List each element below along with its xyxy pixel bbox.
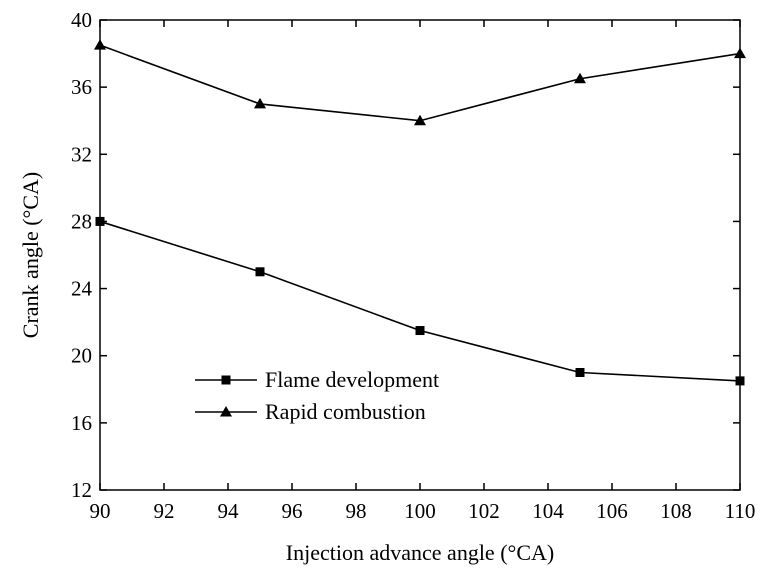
x-tick-label: 110 xyxy=(725,499,756,523)
y-tick-label: 24 xyxy=(71,277,93,301)
y-tick-label: 16 xyxy=(71,411,92,435)
y-tick-labels: 12 16 20 24 28 32 36 40 xyxy=(71,8,93,502)
x-tick-label: 106 xyxy=(596,499,628,523)
x-tick-label: 98 xyxy=(346,499,367,523)
data-point xyxy=(574,72,586,84)
x-axis-label: Injection advance angle (°CA) xyxy=(286,540,554,565)
x-tick-label: 104 xyxy=(532,499,564,523)
x-tick-label: 94 xyxy=(218,499,240,523)
data-point xyxy=(94,39,106,50)
y-tick-label: 32 xyxy=(71,142,92,166)
data-point xyxy=(254,97,266,109)
y-tick-label: 40 xyxy=(71,8,92,32)
legend-item: Flame development xyxy=(195,367,439,392)
axis-ticks xyxy=(99,19,741,491)
y-tick-label: 20 xyxy=(71,344,92,368)
x-tick-label: 102 xyxy=(468,499,500,523)
legend-item: Rapid combustion xyxy=(195,399,426,424)
data-point xyxy=(414,114,426,126)
series-square xyxy=(95,216,745,386)
series-layer xyxy=(94,39,746,386)
legend-marker xyxy=(221,375,231,385)
data-point xyxy=(255,267,265,277)
y-axis-label: Crank angle (°CA) xyxy=(18,172,43,338)
data-point xyxy=(95,216,105,226)
y-tick-label: 36 xyxy=(71,75,92,99)
series-line xyxy=(99,220,741,382)
y-tick-label: 28 xyxy=(71,209,92,233)
x-tick-label: 100 xyxy=(404,499,436,523)
data-point xyxy=(735,376,745,386)
legend: Flame development Rapid combustion xyxy=(195,367,439,424)
data-point xyxy=(415,326,425,336)
legend-label: Rapid combustion xyxy=(265,399,426,424)
data-point xyxy=(734,47,746,59)
x-tick-label: 96 xyxy=(282,499,303,523)
x-tick-label: 92 xyxy=(154,499,175,523)
y-tick-label: 12 xyxy=(71,478,92,502)
series-triangle xyxy=(94,39,746,126)
series-line xyxy=(99,44,741,122)
legend-marker xyxy=(220,406,232,417)
data-point xyxy=(575,368,585,377)
legend-label: Flame development xyxy=(265,367,439,392)
x-tick-label: 90 xyxy=(90,499,111,523)
x-tick-label: 108 xyxy=(660,499,692,523)
x-tick-labels: 90 92 94 96 98 100 102 104 106 108 110 xyxy=(90,499,756,523)
